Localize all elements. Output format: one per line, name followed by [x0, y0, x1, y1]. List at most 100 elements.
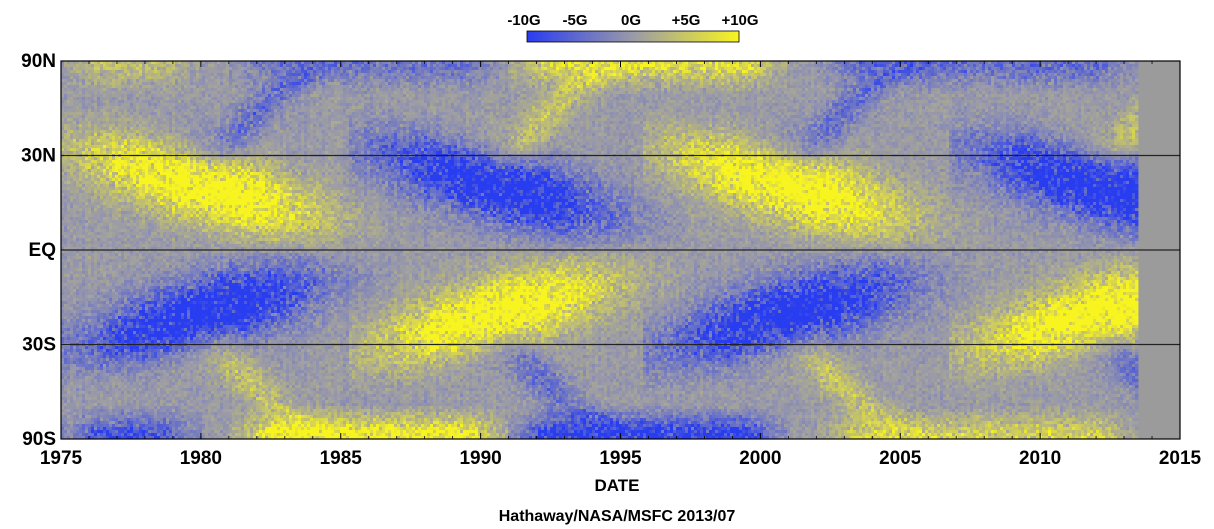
field-cell — [73, 226, 76, 229]
field-cell — [115, 304, 118, 307]
field-cell — [85, 406, 88, 409]
field-cell — [70, 103, 73, 106]
field-cell — [91, 352, 94, 355]
field-cell — [82, 136, 85, 139]
field-cell — [88, 145, 91, 148]
field-cell — [118, 187, 121, 190]
field-cell — [124, 166, 127, 169]
field-cell — [67, 136, 70, 139]
field-cell — [103, 202, 106, 205]
field-cell — [94, 196, 97, 199]
field-cell — [76, 349, 79, 352]
field-cell — [82, 133, 85, 136]
field-cell — [79, 214, 82, 217]
field-cell — [97, 421, 100, 424]
field-cell — [121, 427, 124, 430]
field-cell — [91, 91, 94, 94]
field-cell — [70, 226, 73, 229]
field-cell — [91, 160, 94, 163]
field-cell — [76, 418, 79, 421]
field-cell — [85, 160, 88, 163]
field-cell — [88, 319, 91, 322]
field-cell — [91, 370, 94, 373]
field-cell — [118, 304, 121, 307]
field-cell — [85, 424, 88, 427]
field-cell — [124, 253, 127, 256]
field-cell — [70, 73, 73, 76]
field-cell — [70, 382, 73, 385]
field-cell — [76, 187, 79, 190]
field-cell — [82, 178, 85, 181]
field-cell — [112, 397, 115, 400]
field-cell — [76, 394, 79, 397]
field-cell — [67, 391, 70, 394]
field-cell — [67, 115, 70, 118]
field-cell — [73, 334, 76, 337]
field-cell — [85, 280, 88, 283]
field-cell — [121, 280, 124, 283]
field-cell — [76, 208, 79, 211]
field-cell — [94, 94, 97, 97]
field-cell — [85, 298, 88, 301]
field-cell — [82, 382, 85, 385]
field-cell — [85, 334, 88, 337]
field-cell — [115, 373, 118, 376]
field-cell — [121, 121, 124, 124]
field-cell — [73, 295, 76, 298]
field-cell — [94, 274, 97, 277]
field-cell — [100, 94, 103, 97]
field-cell — [76, 112, 79, 115]
field-cell — [121, 94, 124, 97]
field-cell — [121, 253, 124, 256]
field-cell — [106, 70, 109, 73]
field-cell — [97, 358, 100, 361]
field-cell — [64, 136, 67, 139]
field-cell — [79, 82, 82, 85]
field-cell — [103, 313, 106, 316]
field-cell — [70, 169, 73, 172]
field-cell — [79, 118, 82, 121]
field-cell — [121, 391, 124, 394]
field-cell — [85, 223, 88, 226]
field-cell — [73, 418, 76, 421]
field-cell — [121, 418, 124, 421]
field-cell — [97, 352, 100, 355]
field-cell — [103, 337, 106, 340]
field-cell — [112, 367, 115, 370]
field-cell — [79, 166, 82, 169]
field-cell — [94, 424, 97, 427]
field-cell — [121, 136, 124, 139]
field-cell — [106, 364, 109, 367]
field-cell — [85, 79, 88, 82]
field-cell — [118, 97, 121, 100]
field-cell — [79, 370, 82, 373]
field-cell — [106, 91, 109, 94]
field-cell — [115, 280, 118, 283]
field-cell — [67, 124, 70, 127]
colorbar-gradient — [527, 31, 739, 42]
field-cell — [79, 139, 82, 142]
field-cell — [109, 82, 112, 85]
field-cell — [85, 187, 88, 190]
field-cell — [91, 139, 94, 142]
field-cell — [76, 244, 79, 247]
field-cell — [112, 139, 115, 142]
field-cell — [94, 415, 97, 418]
field-cell — [70, 205, 73, 208]
field-cell — [76, 130, 79, 133]
field-cell — [106, 163, 109, 166]
field-cell — [124, 82, 127, 85]
field-cell — [67, 322, 70, 325]
field-cell — [91, 295, 94, 298]
field-cell — [82, 169, 85, 172]
field-cell — [118, 184, 121, 187]
field-cell — [121, 334, 124, 337]
field-cell — [97, 409, 100, 412]
field-cell — [100, 280, 103, 283]
field-cell — [124, 103, 127, 106]
field-cell — [121, 79, 124, 82]
field-cell — [103, 163, 106, 166]
field-cell — [112, 229, 115, 232]
field-cell — [121, 325, 124, 328]
field-cell — [70, 274, 73, 277]
